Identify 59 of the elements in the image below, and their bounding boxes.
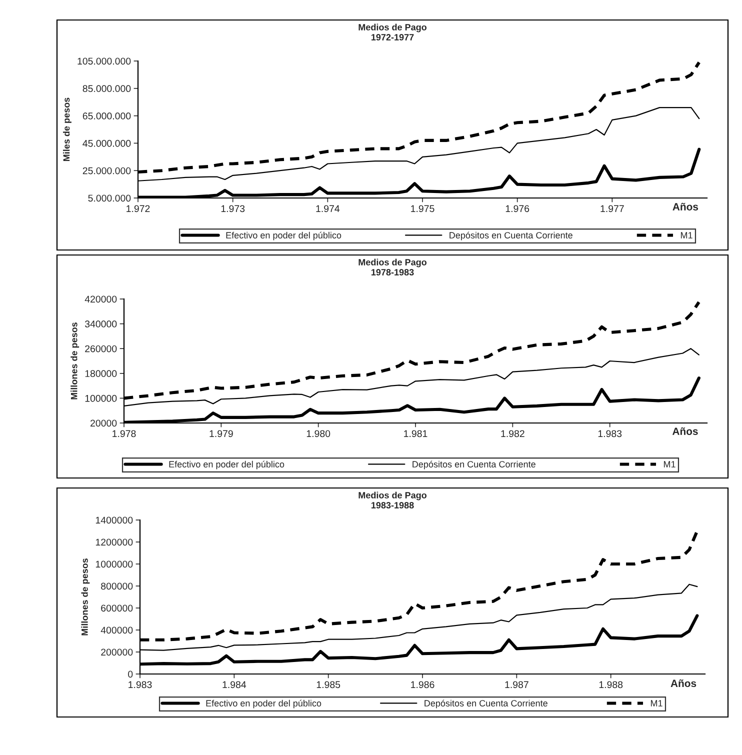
x-tick-label: 1.980 [306,430,330,438]
y-tick-label: 25.000.000 [82,167,131,174]
y-tick-label: 5.000.000 [88,194,131,202]
x-tick-label: 1.976 [506,205,530,212]
y-tick-label: 0 [128,670,133,678]
x-axis-title: Años [672,202,698,210]
y-tick-label: 200000 [101,648,133,656]
legend-label: M1 [650,700,662,706]
legend-label: Efectivo en poder del público [206,700,322,708]
x-tick-label: 1.983 [128,681,152,688]
chart-title: Medios de Pago [358,492,427,500]
legend-label: Depósitos en Cuenta Corriente [424,700,548,708]
legend-label: Efectivo en poder del público [169,460,284,470]
y-tick-label: 400000 [100,626,133,634]
x-tick-label: 1.979 [210,430,233,438]
y-tick-label: 600000 [101,604,133,612]
y-tick-label: 260000 [85,345,117,352]
y-tick-label: 100000 [85,394,117,402]
chart-subtitle: 1978-1983 [371,269,414,276]
legend-label: Depósitos en Cuenta Corriente [412,460,536,470]
y-tick-label: 800000 [101,582,133,590]
legend-label: Depósitos en Cuenta Corriente [450,232,572,240]
x-tick-label: 1.988 [599,681,623,688]
y-tick-label: 65.000.000 [82,112,131,120]
x-tick-label: 1.975 [411,205,434,212]
x-axis-title: Años [672,427,698,435]
legend-label: Efectivo en poder del público [226,232,342,240]
y-tick-label: 420000 [84,296,117,303]
x-tick-label: 1.986 [411,681,434,688]
y-tick-label: 340000 [84,320,117,328]
x-tick-label: 1.974 [316,205,340,212]
y-tick-label: 20000 [90,420,117,427]
x-tick-label: 1.984 [222,681,246,688]
x-tick-label: 1.981 [404,430,428,438]
x-axis-title: Años [670,679,696,688]
x-tick-label: 1.987 [505,681,528,688]
y-tick-label: 180000 [85,370,117,378]
y-tick-label: 105.000.000 [78,58,131,65]
y-axis-title: Miles de pesos [63,98,72,162]
y-tick-label: 1200000 [96,538,133,546]
y-axis-title: Millones de pesos [70,322,80,400]
x-tick-label: 1.972 [126,205,150,212]
y-axis-title: Millones de pesos [81,558,90,636]
chart-subtitle: 1972-1977 [371,34,414,40]
x-tick-label: 1.985 [316,681,340,688]
legend-label: M1 [664,461,676,468]
x-tick-label: 1.983 [598,430,622,438]
x-tick-label: 1.982 [501,430,524,438]
chart-title: Medios de Pago [358,258,427,268]
y-tick-label: 1000000 [96,560,133,568]
legend-label: M1 [680,232,692,238]
y-tick-label: 85.000.000 [82,85,131,92]
x-tick-label: 1.977 [600,205,624,212]
x-tick-label: 1.978 [112,430,136,438]
x-tick-label: 1.973 [221,205,245,212]
chart-title: Medios de Pago [358,24,427,32]
y-tick-label: 1400000 [96,516,133,524]
y-tick-label: 45.000.000 [82,140,131,147]
chart-subtitle: 1983-1988 [371,502,414,508]
